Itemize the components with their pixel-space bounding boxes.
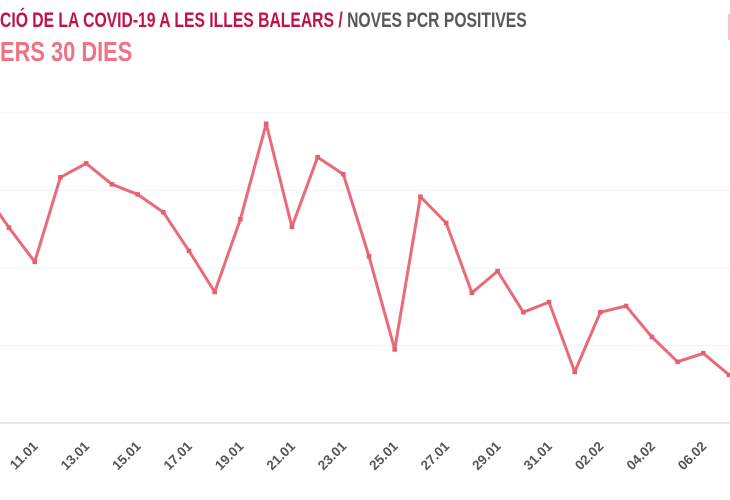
data-point-marker (58, 175, 63, 180)
gridlines (0, 112, 730, 424)
chart-title-secondary: NOVES PCR POSITIVES (347, 8, 527, 32)
x-tick-label: 19.01 (212, 438, 247, 473)
data-point-marker (32, 259, 37, 265)
data-point-marker (238, 216, 243, 222)
x-tick-label: 31.01 (521, 438, 556, 473)
x-tick-label: 13.01 (58, 438, 93, 473)
data-point-marker (469, 290, 475, 296)
data-point-marker (546, 299, 552, 305)
pcr-positives-line (0, 122, 730, 377)
x-tick-label: 25.01 (366, 438, 401, 473)
x-tick-label: 27.01 (418, 438, 453, 473)
right-edge-cropped-element (728, 14, 730, 40)
chart-title-main: CIÓ DE LA COVID-19 A LES ILLES BALEARS / (0, 8, 348, 32)
data-point-marker (418, 194, 423, 199)
chart-subtitle: ERS 30 DIES (0, 36, 133, 67)
data-point-marker (315, 154, 320, 160)
x-tick-label: 02.02 (572, 439, 607, 474)
data-point-marker (495, 268, 500, 274)
data-point-marker (161, 209, 166, 215)
data-point-marker (212, 289, 217, 295)
data-point-marker (521, 309, 526, 315)
x-tick-label: 15.01 (109, 438, 144, 473)
x-axis-tick-labels: 11.01 13.01 15.01 17.01 19.01 21.01 23.01 25.01… (7, 438, 710, 473)
data-point-marker (392, 347, 397, 352)
x-tick-label: 23.01 (315, 438, 350, 473)
x-tick-label: 21.01 (264, 438, 299, 473)
data-point-marker (135, 192, 140, 197)
data-point-marker (701, 350, 706, 356)
data-point-marker (263, 121, 269, 127)
x-tick-label: 04.02 (624, 439, 659, 474)
data-point-marker (675, 359, 680, 365)
data-point-marker (598, 309, 603, 315)
chart-header: CIÓ DE LA COVID-19 A LES ILLES BALEARS /… (0, 8, 722, 33)
x-tick-label: 11.01 (7, 438, 41, 472)
x-tick-label: 06.02 (675, 439, 710, 474)
x-tick-label: 17.01 (161, 438, 196, 473)
data-point-marker (572, 369, 577, 375)
data-point-marker (366, 254, 372, 259)
data-point-markers (6, 121, 730, 378)
data-point-marker (623, 303, 629, 309)
data-point-marker (726, 372, 730, 378)
data-point-marker (649, 334, 655, 340)
chart-title: CIÓ DE LA COVID-19 A LES ILLES BALEARS /… (0, 8, 527, 33)
data-point-marker (289, 224, 295, 230)
data-point-marker (186, 248, 192, 254)
data-point-marker (6, 225, 12, 230)
data-point-marker (109, 182, 115, 187)
data-point-marker (443, 220, 449, 226)
x-tick-label: 29.01 (469, 438, 504, 473)
data-point-marker (83, 161, 89, 166)
data-point-marker (341, 171, 346, 177)
